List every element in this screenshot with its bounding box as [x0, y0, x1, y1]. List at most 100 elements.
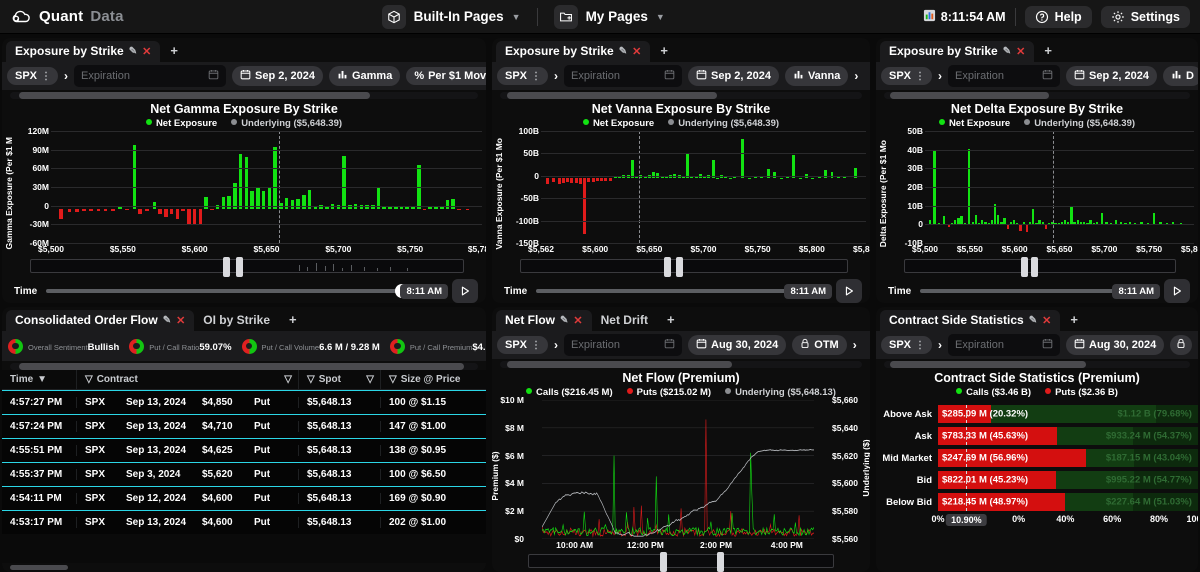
table-row[interactable]: 4:55:37 PM SPX Sep 3, 2024 $5,620 Put $5,648.…	[2, 462, 486, 486]
tab-exposure-by-strike[interactable]: Exposure by Strike ✎ ✕	[496, 41, 651, 62]
tab-consolidated-order-flow[interactable]: Consolidated Order Flow ✎ ✕	[6, 310, 195, 331]
close-icon[interactable]: ✕	[176, 314, 186, 327]
help-button[interactable]: Help	[1024, 5, 1092, 28]
more-options-icon[interactable]: ⋮	[915, 70, 925, 82]
table-row[interactable]: 4:54:11 PM SPX Sep 12, 2024 $4,600 Put $5,648…	[2, 486, 486, 510]
moneyness-selector[interactable]	[1170, 335, 1193, 355]
delta-range-selector[interactable]	[904, 257, 1176, 277]
toolbar-overflow-chevron-icon[interactable]: ›	[854, 69, 859, 83]
unit-selector[interactable]: % Per $1 Move	[406, 67, 486, 85]
range-handle-left[interactable]	[223, 257, 231, 277]
time-slider[interactable]	[536, 284, 827, 298]
vanna-range-selector[interactable]	[520, 257, 848, 277]
gamma-plot[interactable]: 120M 90M 60M 30M 0 -30M -60M	[15, 126, 482, 248]
edit-icon[interactable]: ✎	[162, 314, 172, 326]
tab-exposure-by-strike[interactable]: Exposure by Strike ✎ ✕	[880, 41, 1035, 62]
col-size-price[interactable]: ▽ Size @ Price	[380, 370, 476, 389]
toolbar-scrollbar[interactable]	[10, 363, 478, 370]
netflow-range-selector[interactable]	[528, 552, 834, 572]
range-handle-right[interactable]	[675, 257, 683, 277]
symbol-selector[interactable]: SPX ⋮	[881, 336, 933, 354]
my-pages-menu[interactable]: My Pages ▼	[553, 4, 665, 29]
more-options-icon[interactable]: ⋮	[915, 339, 925, 351]
settings-button[interactable]: Settings	[1100, 5, 1190, 28]
table-row[interactable]: 4:57:27 PM SPX Sep 13, 2024 $4,850 Put $5,648…	[2, 390, 486, 414]
edit-icon[interactable]: ✎	[1028, 314, 1038, 326]
col-spot[interactable]: ▽ Spot ▽	[298, 370, 380, 389]
tab-contract-side-statistics[interactable]: Contract Side Statistics ✎ ✕	[880, 310, 1061, 331]
expand-chevron-icon[interactable]: ›	[554, 338, 559, 352]
close-icon[interactable]: ✕	[632, 45, 642, 58]
toolbar-overflow-chevron-icon[interactable]: ›	[852, 338, 857, 352]
tab-oi-by-strike[interactable]: OI by Strike	[194, 310, 279, 331]
edit-icon[interactable]: ✎	[128, 45, 138, 57]
play-button[interactable]	[452, 279, 478, 303]
add-tab-button[interactable]: +	[1070, 312, 1078, 327]
tab-exposure-by-strike[interactable]: Exposure by Strike ✎ ✕	[6, 41, 161, 62]
symbol-selector[interactable]: SPX ⋮	[497, 336, 549, 354]
play-button[interactable]	[836, 279, 862, 303]
table-row[interactable]: 4:57:24 PM SPX Sep 13, 2024 $4,710 Put $5,648…	[2, 414, 486, 438]
toolbar-scrollbar[interactable]	[10, 92, 478, 99]
edit-icon[interactable]: ✎	[618, 45, 628, 57]
date-selector[interactable]: Sep 2, 2024	[688, 66, 779, 86]
range-handle-right[interactable]	[1030, 257, 1038, 277]
close-icon[interactable]: ✕	[573, 314, 583, 327]
close-icon[interactable]: ✕	[1042, 314, 1052, 327]
range-handle-left[interactable]	[659, 552, 667, 572]
expiration-input[interactable]: Expiration	[564, 334, 683, 356]
close-icon[interactable]: ✕	[142, 45, 152, 58]
symbol-selector[interactable]: SPX ⋮	[497, 67, 549, 85]
add-tab-button[interactable]: +	[170, 43, 178, 58]
edit-icon[interactable]: ✎	[1002, 45, 1012, 57]
symbol-selector[interactable]: SPX ⋮	[881, 67, 933, 85]
more-options-icon[interactable]: ⋮	[531, 70, 541, 82]
play-button[interactable]	[1164, 279, 1190, 303]
more-options-icon[interactable]: ⋮	[41, 70, 51, 82]
vanna-plot[interactable]: 100B 50B 0 -50B -100B -150B	[505, 126, 866, 248]
builtin-pages-menu[interactable]: Built-In Pages ▼	[381, 4, 521, 29]
range-handle-right[interactable]	[717, 552, 725, 572]
close-icon[interactable]: ✕	[1016, 45, 1026, 58]
expiration-input[interactable]: Expiration	[948, 334, 1061, 356]
toolbar-scrollbar[interactable]	[500, 361, 862, 368]
range-handle-right[interactable]	[236, 257, 244, 277]
expiration-input[interactable]: Expiration	[948, 65, 1061, 87]
expand-chevron-icon[interactable]: ›	[938, 69, 943, 83]
date-selector[interactable]: Sep 2, 2024	[232, 66, 323, 86]
table-row[interactable]: 4:53:17 PM SPX Sep 13, 2024 $4,600 Put $5,648…	[2, 510, 486, 534]
range-handle-left[interactable]	[664, 257, 672, 277]
greek-selector[interactable]: Vanna	[784, 66, 849, 86]
expand-chevron-icon[interactable]: ›	[938, 338, 943, 352]
add-tab-button[interactable]: +	[289, 312, 297, 327]
date-selector[interactable]: Aug 30, 2024	[1066, 335, 1165, 355]
expand-chevron-icon[interactable]: ›	[64, 69, 69, 83]
brand-logo[interactable]: Quant Data	[10, 7, 124, 27]
netflow-plot[interactable]: Premium ($) Underlying ($) $10 M $8 M $6 M…	[492, 395, 870, 552]
toolbar-scrollbar[interactable]	[884, 92, 1190, 99]
col-time[interactable]: Time ▼	[10, 374, 48, 385]
greek-selector[interactable]: Gamma	[328, 66, 401, 86]
tab-net-drift[interactable]: Net Drift	[592, 310, 657, 331]
date-selector[interactable]: Sep 2, 2024	[1066, 66, 1157, 86]
expiration-input[interactable]: Expiration	[74, 65, 227, 87]
edit-icon[interactable]: ✎	[560, 314, 569, 326]
add-tab-button[interactable]: +	[660, 43, 668, 58]
date-selector[interactable]: Aug 30, 2024	[688, 335, 787, 355]
add-tab-button[interactable]: +	[1044, 43, 1052, 58]
more-options-icon[interactable]: ⋮	[531, 339, 541, 351]
symbol-selector[interactable]: SPX ⋮	[7, 67, 59, 85]
table-row[interactable]: 4:55:51 PM SPX Sep 13, 2024 $4,625 Put $5,648…	[2, 438, 486, 462]
table-hscrollbar[interactable]	[2, 563, 486, 572]
toolbar-scrollbar[interactable]	[884, 361, 1190, 368]
time-slider[interactable]	[46, 284, 443, 298]
greek-selector[interactable]: D	[1162, 66, 1198, 86]
tab-net-flow[interactable]: Net Flow ✎ ✕	[496, 310, 592, 331]
moneyness-selector[interactable]: OTM	[792, 335, 847, 355]
range-handle-left[interactable]	[1021, 257, 1029, 277]
delta-plot[interactable]: 50B 40B 30B 20B 10B 0 -10B	[889, 126, 1194, 248]
toolbar-scrollbar[interactable]	[500, 92, 862, 99]
gamma-range-selector[interactable]	[30, 257, 464, 277]
add-tab-button[interactable]: +	[666, 312, 675, 327]
col-contract[interactable]: ▽ Contract ▽	[76, 370, 298, 389]
